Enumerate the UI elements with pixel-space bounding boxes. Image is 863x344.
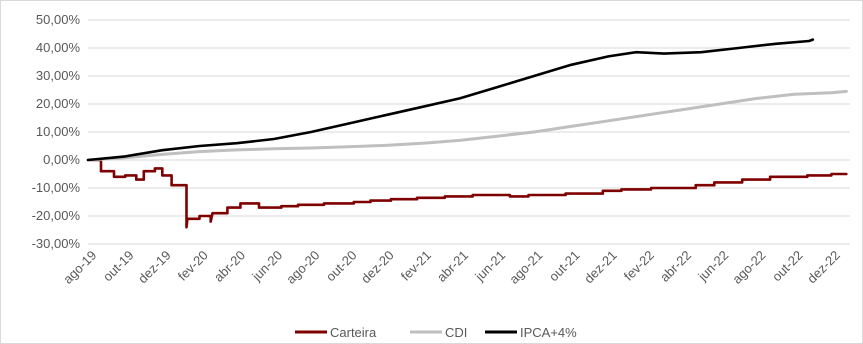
- x-tick-label: jun-20: [248, 248, 285, 285]
- x-tick-label: dez-20: [358, 248, 397, 287]
- x-tick-label: out-21: [546, 248, 583, 285]
- legend-label: CDI: [445, 325, 467, 340]
- series-line-cdi: [86, 89, 848, 162]
- y-tick-label: 40,00%: [36, 40, 81, 55]
- y-tick-label: -30,00%: [32, 236, 81, 251]
- x-tick-label: fev-20: [175, 248, 211, 284]
- x-tick-label: dez-22: [804, 248, 843, 287]
- x-tick-label: dez-21: [581, 248, 620, 287]
- x-tick-label: out-19: [100, 248, 137, 285]
- x-tick-label: out-22: [769, 248, 806, 285]
- x-tick-label: abr-22: [657, 248, 694, 285]
- y-tick-label: 20,00%: [36, 96, 81, 111]
- x-tick-label: abr-21: [434, 248, 471, 285]
- series-line-carteira: [86, 158, 848, 229]
- gridlines: [88, 19, 850, 245]
- x-tick-label: dez-19: [135, 248, 174, 287]
- x-tick-label: jun-21: [471, 248, 508, 285]
- x-tick-label: ago-22: [729, 248, 768, 287]
- x-tick-label: ago-21: [506, 248, 545, 287]
- series-lines: [86, 38, 848, 229]
- y-axis-tick-labels: 50,00% 40,00% 30,00% 20,00% 10,00% 0,00% -10,0…: [32, 12, 81, 251]
- x-tick-label: fev-21: [398, 248, 434, 284]
- x-tick-label: out-20: [323, 248, 360, 285]
- y-tick-label: 30,00%: [36, 68, 81, 83]
- y-tick-label: -10,00%: [32, 180, 81, 195]
- series-line-ipca-4: [86, 38, 815, 162]
- x-tick-label: fev-22: [621, 248, 657, 284]
- y-tick-label: -20,00%: [32, 208, 81, 223]
- x-tick-label: abr-20: [211, 248, 248, 285]
- legend-label: Carteira: [330, 325, 377, 340]
- legend-label: IPCA+4%: [520, 325, 577, 340]
- legend: Carteira CDI IPCA+4%: [295, 325, 577, 340]
- y-tick-label: 50,00%: [36, 12, 81, 27]
- y-tick-label: 10,00%: [36, 124, 81, 139]
- x-tick-label: ago-20: [283, 248, 322, 287]
- x-tick-label: jun-22: [694, 248, 731, 285]
- y-tick-label: 0,00%: [43, 152, 80, 167]
- x-tick-label: ago-19: [60, 248, 99, 287]
